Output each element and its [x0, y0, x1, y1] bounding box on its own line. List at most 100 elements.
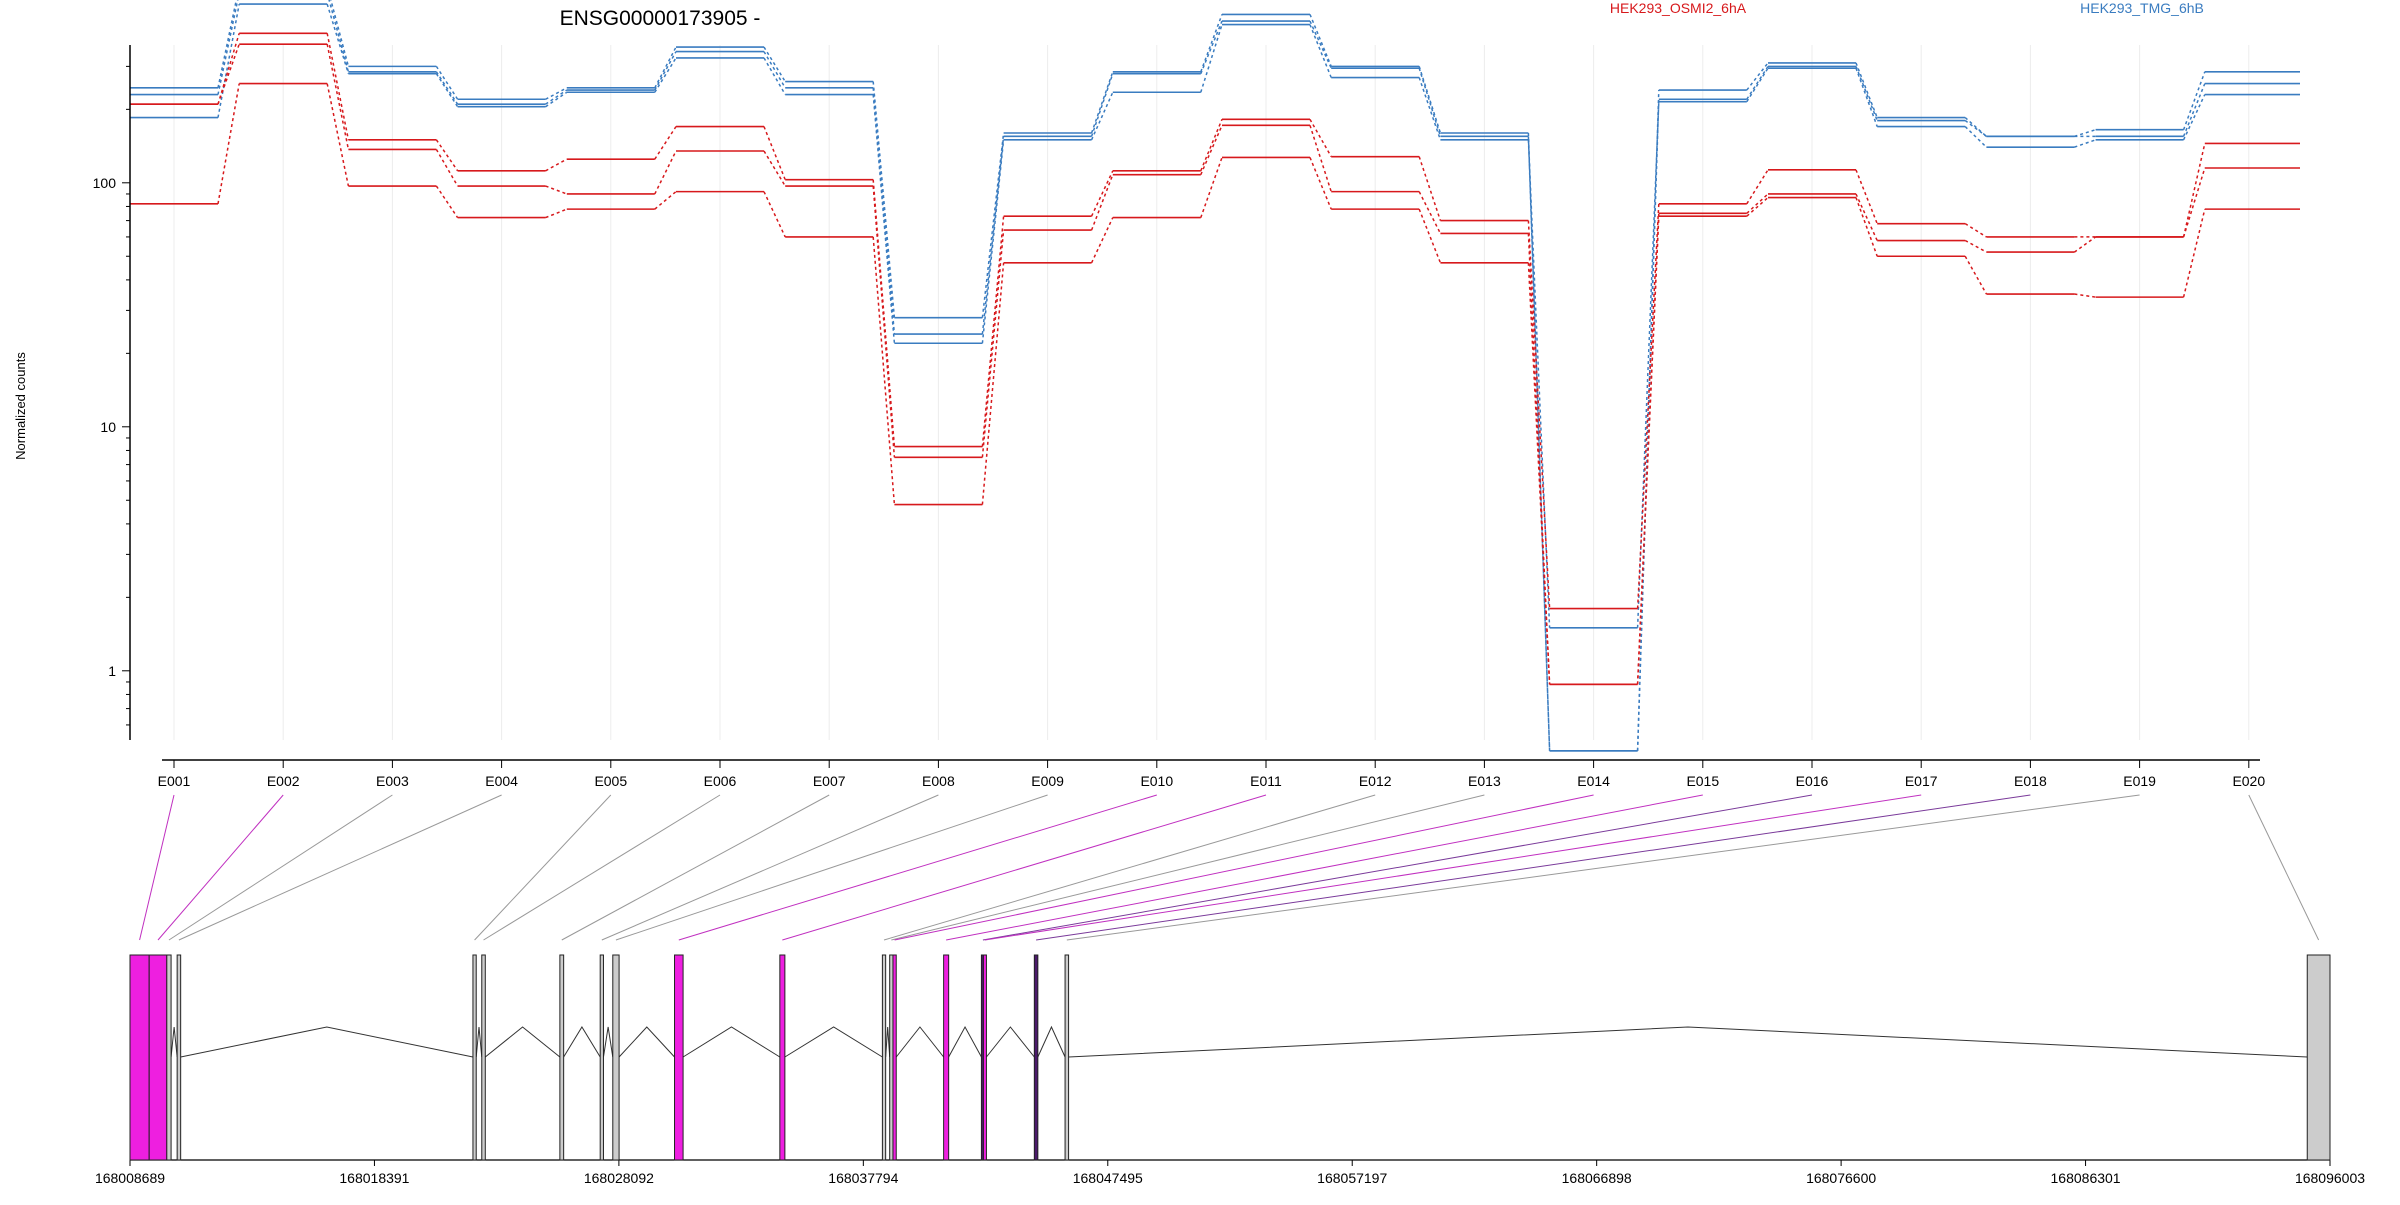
series-4-transition-e016 — [1855, 193, 1878, 241]
coord-tick-label: 168096003 — [2295, 1170, 2365, 1186]
x-tick-label-e001: E001 — [158, 773, 191, 789]
x-tick-label-e006: E006 — [704, 773, 737, 789]
x-tick-label-e005: E005 — [594, 773, 627, 789]
series-5-transition-e004 — [545, 208, 568, 219]
axes-layer — [122, 45, 2260, 768]
series-4-transition-e003 — [435, 149, 459, 187]
series-2-transition-e018 — [2074, 139, 2096, 148]
x-tick-label-e011: E011 — [1250, 773, 1282, 789]
x-tick-label-e003: E003 — [376, 773, 409, 789]
grid-layer — [173, 45, 2250, 740]
series-5-transition-e009 — [1090, 217, 1114, 264]
series-5-transition-e014 — [1636, 216, 1660, 685]
series-2-transition-e016 — [1855, 67, 1878, 127]
exon-e003 — [166, 954, 172, 1161]
series-0-transition-e008 — [981, 132, 1005, 318]
intron-e009 — [618, 1026, 675, 1058]
series-0-transition-e006 — [763, 46, 786, 82]
series-2-transition-e008 — [981, 139, 1005, 344]
series-5-transition-e001 — [217, 83, 240, 204]
series-1-transition-e014 — [1636, 99, 1660, 751]
series-1-transition-e001 — [217, 0, 239, 95]
x-tick-label-e007: E007 — [813, 773, 846, 789]
connector-e010 — [678, 794, 1157, 941]
series-3-transition-e008 — [981, 216, 1005, 447]
series-3-transition-e011 — [1309, 118, 1332, 158]
connector-e004 — [178, 794, 502, 941]
gene-model-layer — [129, 954, 2331, 1166]
connector-e001 — [139, 794, 175, 941]
series-2-transition-e004 — [545, 91, 568, 108]
y-axis-label: Normalized counts — [13, 352, 28, 460]
series-5-transition-e013 — [1527, 262, 1551, 685]
series-1-transition-e004 — [545, 89, 568, 105]
coord-tick-label: 168057197 — [1317, 1170, 1387, 1186]
chart-title: ENSG00000173905 - — [560, 7, 761, 30]
series-1-transition-e016 — [1855, 66, 1878, 121]
series-3-transition-e002 — [326, 33, 350, 140]
intron-e005 — [475, 1026, 483, 1058]
x-tick-label-e015: E015 — [1686, 773, 1719, 789]
connector-e014 — [894, 794, 1594, 941]
x-tick-label-e008: E008 — [922, 773, 955, 789]
exon-e010 — [674, 954, 684, 1161]
series-4-transition-e010 — [1200, 125, 1223, 175]
legend-label-osmi2: HEK293_OSMI2_6hA — [1610, 0, 1747, 16]
series-0-transition-e011 — [1309, 14, 1332, 67]
coord-tick-label: 168037794 — [828, 1170, 898, 1186]
exon-connectors-layer — [139, 794, 2320, 941]
coord-tick-label: 168086301 — [2051, 1170, 2121, 1186]
intron-e011 — [784, 1026, 883, 1058]
series-0-transition-e001 — [217, 0, 238, 88]
series-5-transition-e016 — [1855, 197, 1878, 257]
series-5-transition-e010 — [1200, 157, 1223, 218]
exon-e020 — [2306, 954, 2331, 1161]
intron-e015 — [948, 1025, 982, 1058]
connector-e018 — [1036, 794, 2031, 941]
coord-tick-label: 168018391 — [339, 1170, 409, 1186]
intron-e004 — [180, 1026, 474, 1058]
series-3-transition-e013 — [1527, 220, 1551, 609]
series-5-transition-e003 — [435, 185, 459, 219]
exon-e009 — [612, 954, 620, 1161]
y-tick-label: 1 — [108, 663, 116, 679]
legend-label-tmg: HEK293_TMG_6hB — [2080, 0, 2204, 16]
series-4-transition-e018 — [2073, 236, 2097, 253]
exon-e011 — [779, 954, 786, 1161]
series-1-transition-e015 — [1746, 65, 1769, 100]
series-2-transition-e011 — [1309, 24, 1332, 78]
series-2-transition-e006 — [763, 57, 786, 95]
series-4-transition-e005 — [654, 150, 677, 195]
series-4-transition-e006 — [763, 150, 786, 187]
series-2-transition-e017 — [1964, 126, 1987, 148]
series-0-transition-e017 — [1964, 117, 1987, 137]
connector-e019 — [1066, 794, 2140, 941]
series-4-transition-e017 — [1964, 239, 1987, 253]
exon-e015 — [943, 954, 950, 1161]
series-2-transition-e013 — [1527, 139, 1551, 628]
series-0-transition-e009 — [1090, 71, 1114, 134]
intron-e014 — [895, 1026, 945, 1058]
series-0-transition-e016 — [1855, 62, 1878, 118]
series-3-transition-e016 — [1855, 169, 1878, 224]
x-tick-label-e010: E010 — [1140, 773, 1173, 789]
series-4-transition-e001 — [217, 43, 240, 105]
exon-e006 — [481, 954, 486, 1161]
connector-e020 — [2248, 794, 2320, 941]
x-tick-label-e002: E002 — [267, 773, 300, 789]
series-2-transition-e003 — [435, 73, 459, 108]
series-1-transition-e009 — [1090, 73, 1114, 137]
series-3-transition-e019 — [2182, 143, 2206, 238]
series-0-transition-e019 — [2182, 71, 2206, 130]
series-3-transition-e003 — [435, 139, 459, 172]
exon-e004 — [176, 954, 182, 1161]
x-tick-label-e018: E018 — [2014, 773, 2047, 789]
exon-e019 — [1064, 954, 1070, 1161]
x-tick-label-e014: E014 — [1577, 773, 1610, 789]
intron-e018 — [1037, 1025, 1066, 1058]
x-tick-label-e013: E013 — [1468, 773, 1501, 789]
x-tick-label-e016: E016 — [1796, 773, 1829, 789]
exon-e005 — [472, 954, 477, 1161]
series-layer — [130, 0, 2300, 752]
